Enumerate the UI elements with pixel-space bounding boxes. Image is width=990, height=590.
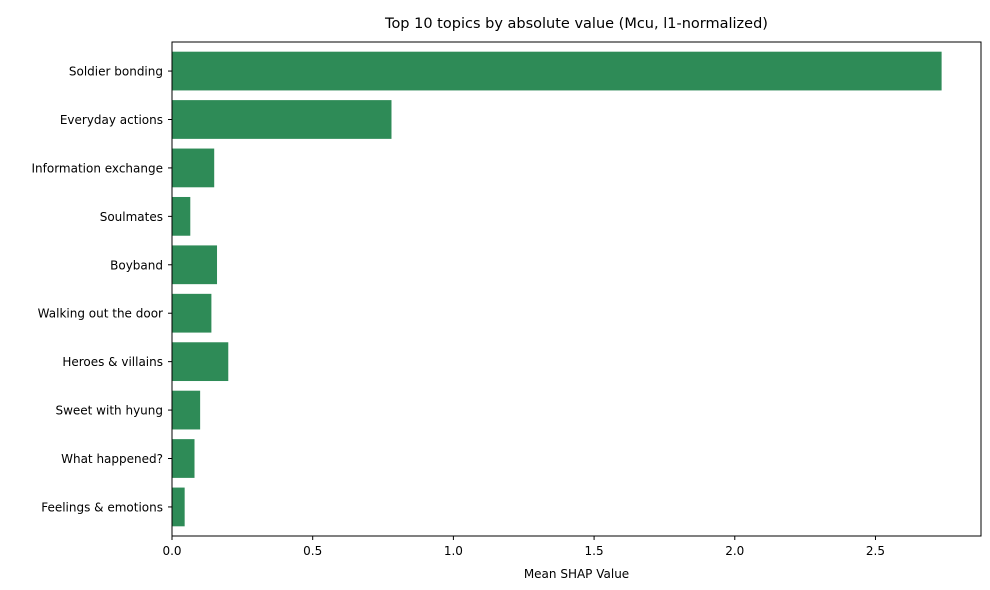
y-tick-label: Walking out the door [38, 307, 163, 321]
y-tick-label: Feelings & emotions [41, 500, 163, 514]
y-tick-label: Heroes & villains [62, 355, 163, 369]
bar-sweet-with-hyung [172, 390, 201, 430]
bar-feelings-emotions [172, 487, 185, 527]
chart-title: Top 10 topics by absolute value (Mcu, l1… [384, 16, 768, 32]
x-tick-label: 1.0 [444, 544, 463, 558]
plot-frame [171, 41, 982, 537]
bar-information-exchange [172, 148, 215, 188]
y-tick-label: What happened? [61, 452, 163, 466]
y-tick-label: Everyday actions [60, 113, 163, 127]
bar-everyday-actions [172, 100, 392, 139]
y-axis: Soldier bonding Everyday actions Informati… [31, 65, 172, 514]
y-tick-label: Soulmates [100, 210, 163, 224]
x-axis-title: Mean SHAP Value [524, 567, 629, 581]
x-tick-label: 2.5 [866, 544, 885, 558]
x-tick-label: 0.5 [303, 544, 322, 558]
x-axis: 0.0 0.5 1.0 1.5 2.0 2.5 [162, 536, 885, 558]
bars-group [172, 51, 942, 527]
y-tick-label: Information exchange [31, 161, 163, 175]
y-tick-label: Sweet with hyung [55, 404, 163, 418]
x-tick-label: 2.0 [725, 544, 744, 558]
y-tick-label: Boyband [110, 258, 163, 272]
y-tick-label: Soldier bonding [69, 65, 163, 79]
bar-boyband [172, 245, 218, 285]
bar-heroes-villains [172, 342, 229, 382]
bar-soulmates [172, 196, 191, 236]
bar-walking-out-the-door [172, 293, 212, 333]
x-tick-label: 1.5 [585, 544, 604, 558]
bar-soldier-bonding [172, 51, 942, 91]
x-tick-label: 0.0 [162, 544, 181, 558]
bar-what-happened [172, 439, 195, 478]
